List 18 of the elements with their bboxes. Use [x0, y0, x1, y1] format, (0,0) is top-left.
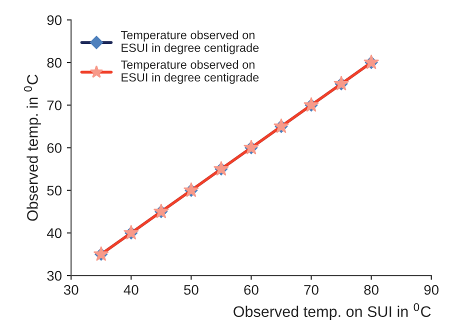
legend-label: Temperature observed on ESUI in degree centigrade: [120, 30, 259, 54]
y-tick-label: 40: [46, 228, 62, 238]
y-tick-label: 70: [47, 100, 62, 110]
y-axis-title: Observed temp. in $^{0}$C: [24, 74, 41, 221]
x-axis-title: Observed temp. on SUI in $^{0}$C: [234, 303, 431, 320]
y-tick-label: 30: [47, 270, 62, 281]
y-tick-label: 50: [47, 186, 62, 196]
x-tick-label: 50: [184, 284, 198, 295]
x-tick-label: 90: [424, 284, 439, 295]
y-tick-label: 90: [47, 15, 62, 26]
legend-label: Temperature observed on ESUI in degree centigrade: [120, 60, 259, 84]
x-tick-label: 70: [304, 284, 318, 295]
x-tick-label: 60: [244, 284, 258, 295]
x-tick-label: 40: [124, 284, 138, 295]
x-tick-label: 30: [64, 284, 78, 295]
y-tick-label: 60: [47, 143, 62, 153]
y-tick-label: 80: [47, 58, 62, 68]
x-tick-label: 80: [364, 284, 378, 295]
